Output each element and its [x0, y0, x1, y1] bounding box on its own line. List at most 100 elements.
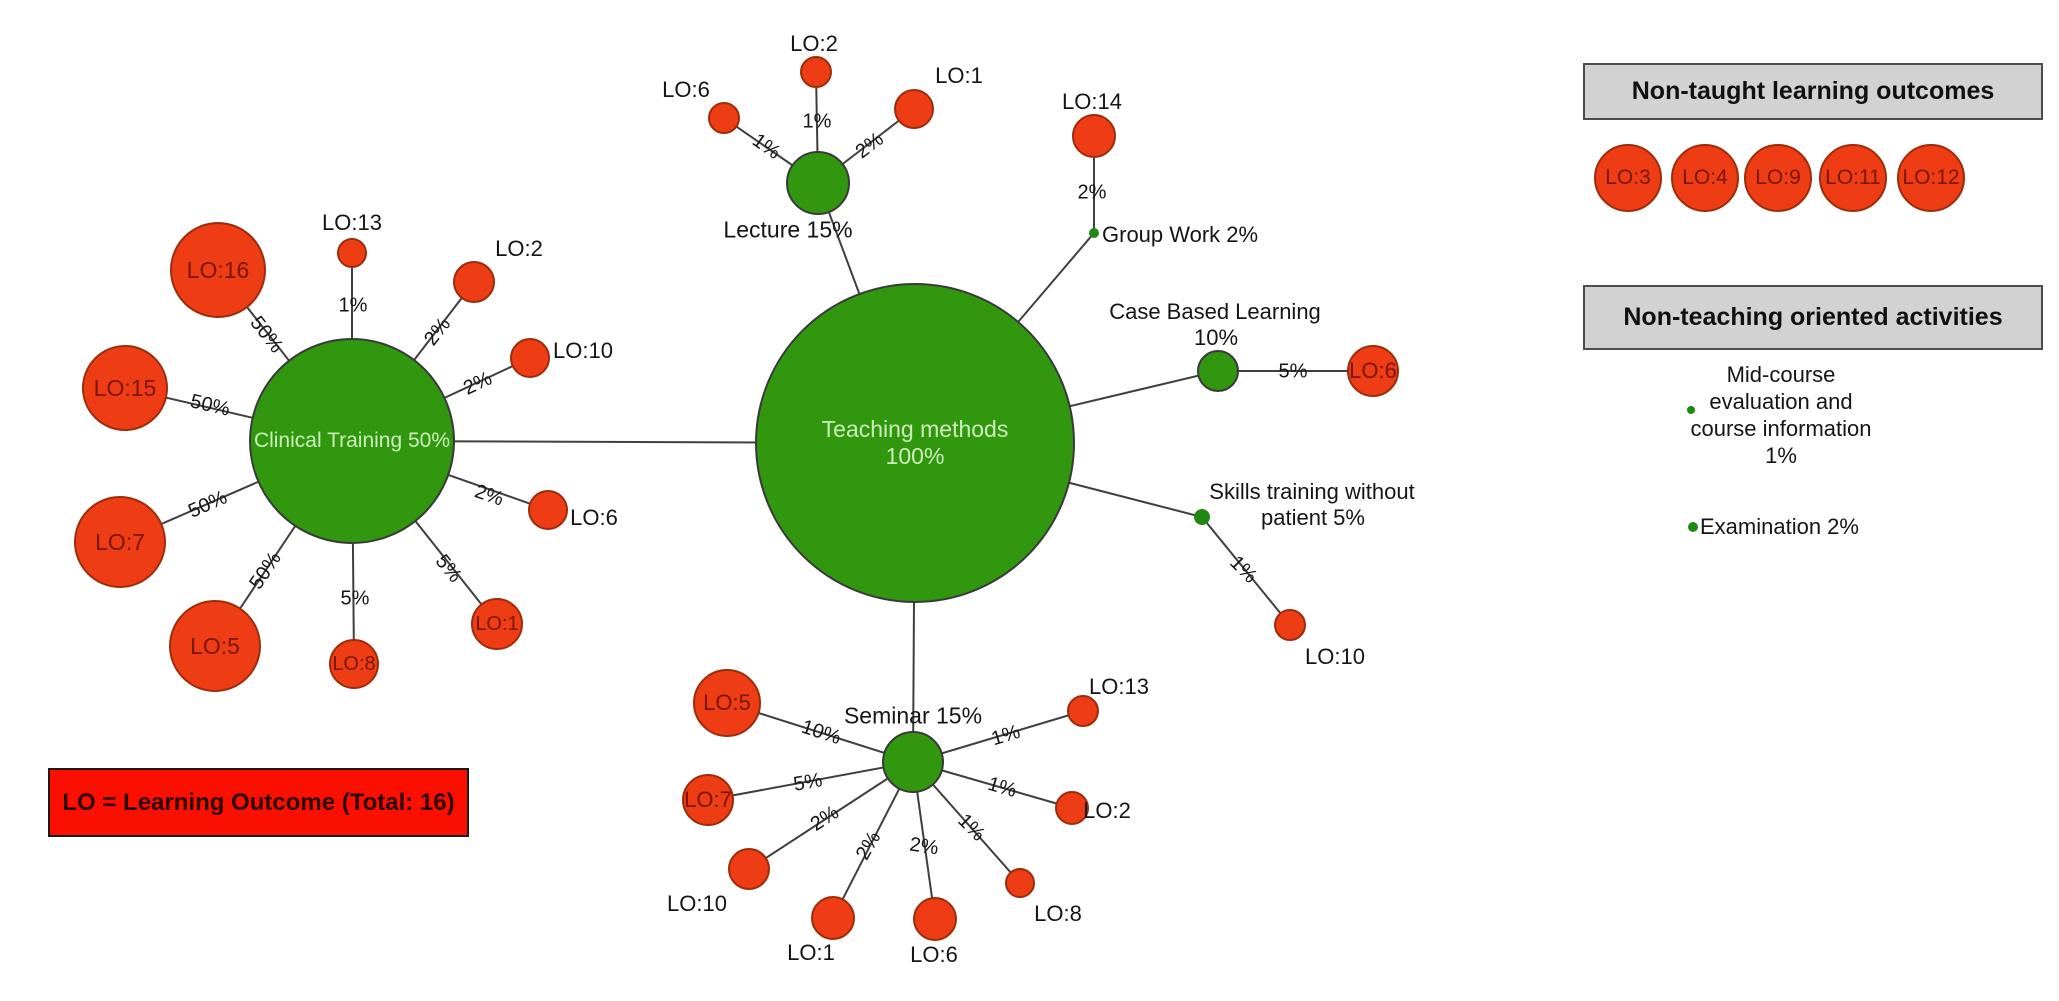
midcourse-line3: course information [1690, 416, 1872, 441]
seminar-lo8-label: LO:8 [1034, 901, 1082, 926]
node-lecture-lo6 [708, 102, 740, 134]
legend-lo11-label: LO:11 [1825, 166, 1881, 189]
midcourse-line2: evaluation and [1709, 389, 1853, 414]
node-clinical-lo8: LO:8 [329, 639, 379, 689]
node-lecture-lo1 [894, 89, 934, 129]
clinical-lo2-label: LO:2 [495, 236, 543, 261]
pct-groupwork-lo14: 2% [1077, 181, 1107, 204]
node-teaching-methods: Teaching methods 100% [755, 283, 1075, 603]
skills-label-line1: Skills training without [1209, 479, 1415, 504]
node-legend-lo4: LO:4 [1671, 144, 1739, 212]
node-lecture-lo2 [800, 56, 832, 88]
node-skills-training [1194, 509, 1210, 525]
clinical-lo8-label: LO:8 [332, 652, 376, 675]
clinical-lo13-label: LO:13 [322, 210, 382, 235]
node-seminar-lo6 [913, 897, 957, 941]
panel-non-teaching: Non-teaching oriented activities [1583, 285, 2043, 350]
node-clinical-training: Clinical Training 50% [249, 338, 455, 544]
node-seminar-lo1 [811, 896, 855, 940]
pct-clinical-lo8: 5% [340, 587, 370, 610]
midcourse-label: Mid-course evaluation and course informa… [1691, 361, 1872, 469]
node-case-based-learning [1197, 350, 1239, 392]
casebased-lo6-label: LO:6 [1349, 358, 1397, 383]
pct-lecture-lo2: 1% [802, 110, 832, 133]
node-seminar-lo7: LO:7 [682, 774, 734, 826]
lo-note-text: LO = Learning Outcome (Total: 16) [62, 788, 455, 816]
node-lecture [786, 151, 850, 215]
node-seminar-lo2 [1055, 791, 1089, 825]
legend-lo3-label: LO:3 [1605, 166, 1651, 189]
node-clinical-lo6 [528, 490, 568, 530]
pct-casebased-lo6: 5% [1278, 360, 1308, 383]
lo-note-box: LO = Learning Outcome (Total: 16) [48, 768, 469, 837]
panel-non-taught-title: Non-taught learning outcomes [1631, 77, 1995, 105]
seminar-lo2-label: LO:2 [1083, 798, 1131, 823]
node-legend-lo12: LO:12 [1897, 144, 1965, 212]
clinical-lo16-label: LO:16 [186, 256, 250, 283]
node-group-work [1089, 228, 1099, 238]
node-groupwork-lo14 [1072, 114, 1116, 158]
seminar-lo13-label: LO:13 [1089, 674, 1149, 699]
pct-seminar-lo7: 5% [791, 769, 825, 796]
node-clinical-lo15: LO:15 [82, 345, 168, 431]
node-seminar-lo13 [1067, 695, 1099, 727]
node-legend-lo9: LO:9 [1744, 144, 1812, 212]
pct-clinical-lo13: 1% [338, 294, 368, 317]
node-examination-dot [1688, 522, 1698, 532]
panel-non-teaching-title: Non-teaching oriented activities [1623, 303, 2003, 331]
clinical-lo5-label: LO:5 [190, 632, 240, 659]
legend-lo12-label: LO:12 [1902, 166, 1960, 189]
case-based-label-line2: 10% [1193, 325, 1239, 350]
legend-lo9-label: LO:9 [1755, 166, 1801, 189]
seminar-lo5-label: LO:5 [703, 690, 751, 715]
clinical-lo1-label: LO:1 [475, 612, 519, 635]
node-clinical-lo1: LO:1 [471, 598, 523, 650]
lecture-lo6-label: LO:6 [662, 77, 710, 102]
panel-non-taught: Non-taught learning outcomes [1583, 63, 2043, 120]
node-skills-lo10 [1274, 609, 1306, 641]
seminar-label: Seminar 15% [843, 702, 983, 729]
node-clinical-lo13 [337, 238, 367, 268]
node-casebased-lo6: LO:6 [1347, 345, 1399, 397]
pct-seminar-lo6: 2% [908, 833, 940, 860]
lecture-lo2-label: LO:2 [790, 31, 838, 56]
edge-seminar-lo10 [748, 761, 914, 870]
node-clinical-lo2 [453, 261, 495, 303]
edge-seminar-lo7 [707, 761, 914, 801]
seminar-lo6-label: LO:6 [910, 942, 958, 967]
seminar-lo1-label: LO:1 [787, 940, 835, 965]
lecture-lo1-label: LO:1 [935, 63, 983, 88]
groupwork-lo14-label: LO:14 [1062, 89, 1122, 114]
teaching-methods-label-line1: Teaching methods [821, 416, 1009, 442]
node-clinical-lo7: LO:7 [74, 496, 166, 588]
node-seminar-lo10 [728, 848, 770, 890]
clinical-training-label: Clinical Training 50% [253, 429, 451, 452]
node-legend-lo3: LO:3 [1594, 144, 1662, 212]
clinical-lo7-label: LO:7 [95, 528, 145, 555]
node-seminar-lo5: LO:5 [693, 669, 761, 737]
midcourse-line1: Mid-course [1726, 362, 1836, 387]
node-seminar [882, 731, 944, 793]
node-clinical-lo16: LO:16 [170, 222, 266, 318]
node-clinical-lo10 [510, 338, 550, 378]
midcourse-line4: 1% [1765, 443, 1797, 468]
node-clinical-lo5: LO:5 [169, 600, 261, 692]
node-midcourse-dot [1687, 406, 1695, 414]
skills-label-line2: patient 5% [1261, 505, 1365, 530]
clinical-lo15-label: LO:15 [93, 374, 157, 401]
clinical-lo6-label: LO:6 [570, 505, 618, 530]
seminar-lo7-label: LO:7 [684, 787, 732, 812]
node-seminar-lo8 [1005, 868, 1035, 898]
teaching-methods-label-line2: 100% [885, 443, 945, 469]
seminar-lo10-label: LO:10 [667, 891, 727, 916]
clinical-lo10-label: LO:10 [553, 338, 613, 363]
case-based-label-line1: Case Based Learning [1109, 299, 1321, 324]
teaching-methods-label: Teaching methods 100% [822, 416, 1009, 470]
legend-lo4-label: LO:4 [1682, 166, 1728, 189]
examination-label: Examination 2% [1700, 514, 1859, 539]
group-work-label: Group Work 2% [1102, 222, 1259, 247]
edge-skills-lo10 [1201, 516, 1291, 626]
node-legend-lo11: LO:11 [1819, 144, 1887, 212]
skills-lo10-label: LO:10 [1305, 644, 1365, 669]
